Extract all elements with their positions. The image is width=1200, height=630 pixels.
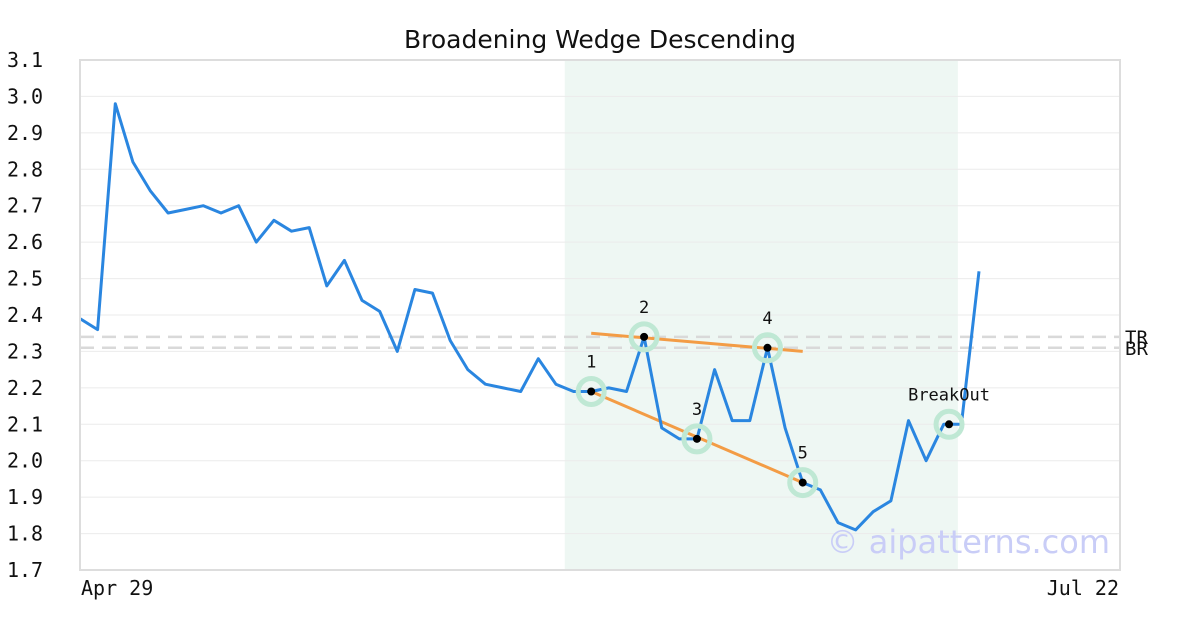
y-tick-label: 2.8 — [7, 157, 43, 181]
pattern-markers: 1 2 3 4 5 BreakOut — [575, 298, 990, 499]
pattern-point-ring-breakout — [933, 408, 965, 440]
y-tick-label: 3.0 — [7, 84, 43, 108]
price-line — [79, 102, 981, 532]
y-tick-label: 2.7 — [7, 194, 43, 218]
y-tick-label: 1.9 — [7, 485, 43, 509]
pattern-point-breakout — [945, 420, 954, 429]
y-tick-label: 1.7 — [7, 558, 43, 582]
chart-title: Broadening Wedge Descending — [404, 25, 796, 54]
x-tick-label: Jul 22 — [1047, 576, 1119, 600]
gridlines — [80, 95, 1120, 535]
y-tick-label: 2.1 — [7, 412, 43, 436]
plot-frame — [79, 59, 1121, 571]
y-tick-label: 2.5 — [7, 267, 43, 291]
y-axis-ticks: 1.7 1.8 1.9 2.0 2.1 2.2 2.3 2.4 2.5 2.6 2.7 2.8 2.9 3… — [7, 48, 43, 582]
pattern-point-ring-3 — [681, 423, 713, 455]
watermark: © aipatterns.com — [827, 523, 1110, 561]
pattern-point-ring-5 — [787, 467, 819, 499]
pattern-point-2 — [640, 332, 649, 341]
y-tick-label: 2.0 — [7, 449, 43, 473]
pattern-point-1 — [587, 387, 596, 396]
x-axis-ticks: Apr 29 Jul 22 — [81, 576, 1119, 600]
pattern-point-ring-2 — [628, 321, 660, 353]
y-tick-label: 2.9 — [7, 121, 43, 145]
pattern-point-4 — [763, 343, 772, 352]
pattern-point-ring-4 — [751, 332, 783, 364]
x-tick-label: Apr 29 — [81, 576, 153, 600]
pattern-label-3: 3 — [692, 400, 702, 420]
y-tick-label: 2.6 — [7, 230, 43, 254]
y-tick-label: 2.3 — [7, 339, 43, 363]
y-tick-label: 2.2 — [7, 376, 43, 400]
pattern-point-3 — [692, 434, 701, 443]
pattern-point-5 — [798, 478, 807, 487]
pattern-label-1: 1 — [586, 353, 596, 373]
pattern-label-4: 4 — [762, 309, 772, 329]
y-tick-label: 2.4 — [7, 303, 43, 327]
y-tick-label: 3.1 — [7, 48, 43, 72]
y-tick-label: 1.8 — [7, 522, 43, 546]
reference-label-br: BR — [1125, 338, 1148, 360]
reference-label-tr: TR — [1125, 327, 1148, 349]
pattern-label-breakout: BreakOut — [908, 385, 990, 405]
pattern-label-5: 5 — [798, 444, 808, 464]
pattern-point-ring-1 — [575, 376, 607, 407]
pattern-label-2: 2 — [639, 298, 649, 318]
